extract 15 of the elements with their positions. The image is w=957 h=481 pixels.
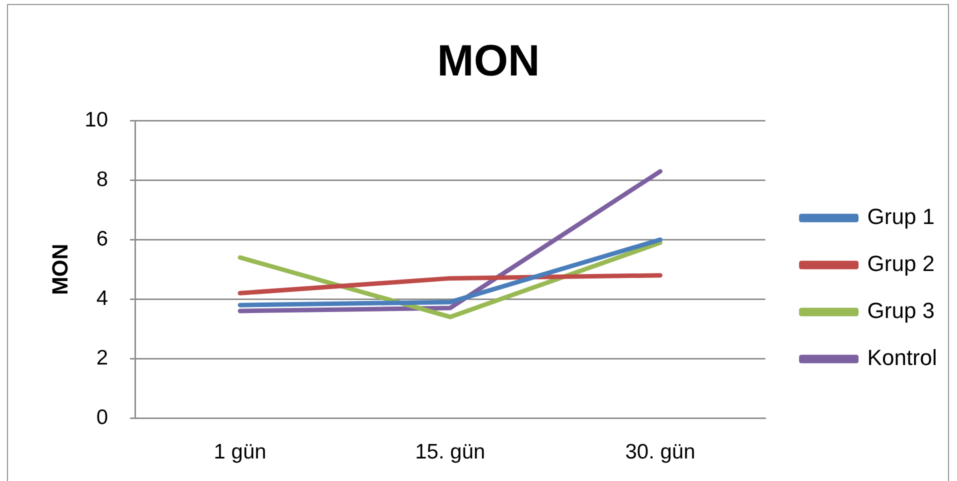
x-tick-label: 30. gün [625,440,696,464]
legend-label: Grup 2 [867,251,935,276]
legend-label: Grup 3 [867,298,935,324]
y-tick-label: 2 [96,346,108,370]
x-tick-label: 1 gün [214,440,266,464]
chart-title: MON [437,36,540,86]
y-tick-label: 0 [96,406,108,429]
y-axis-title: MON [47,244,72,296]
y-tick-label: 10 [84,108,108,132]
y-tick-label: 4 [96,286,108,310]
legend-label: Kontrol [867,345,938,370]
y-tick-label: 8 [96,168,108,192]
y-tick-label: 6 [96,227,108,250]
x-tick-label: 15. gün [415,440,486,464]
legend-label: Grup 1 [867,204,935,230]
